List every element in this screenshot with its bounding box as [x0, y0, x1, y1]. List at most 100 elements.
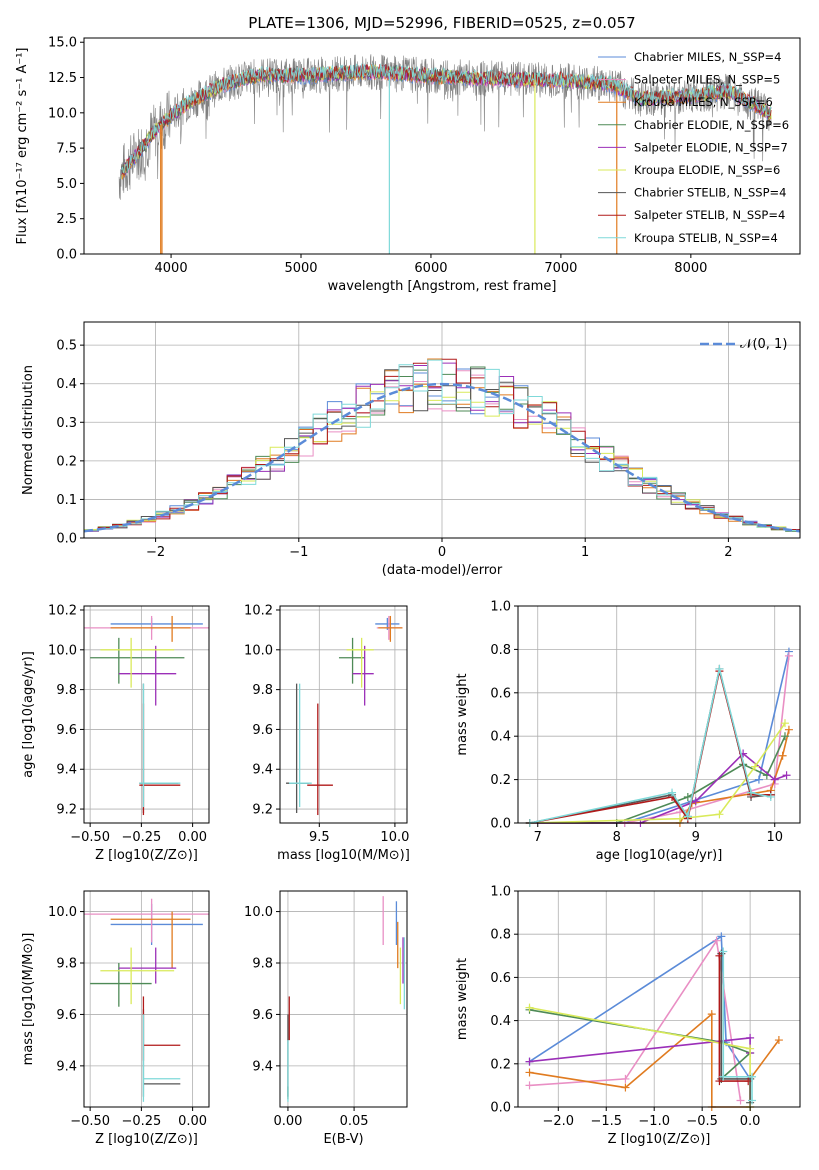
y-tick-label: 0.4 — [490, 1014, 511, 1029]
weight-series-line — [529, 729, 790, 824]
legend-nssp: , N_SSP=7 — [728, 140, 788, 154]
y-tick-label: 5.0 — [56, 177, 77, 192]
weight-marker — [746, 1033, 755, 1042]
x-tick-label: 0 — [438, 545, 446, 560]
legend-nssp: , N_SSP=5 — [720, 73, 780, 87]
errorbar-points — [84, 898, 209, 1102]
spectrum-lines — [118, 54, 772, 254]
x-tick-label: 0.00 — [178, 1114, 207, 1129]
x-tick-label: −1 — [289, 545, 308, 560]
y-tick-label: 0.1 — [56, 493, 77, 508]
weight-marker — [750, 762, 759, 771]
weight-marker — [675, 814, 684, 823]
y-tick-label: 9.6 — [56, 723, 77, 738]
legend-label: Kroupa STELIB — [634, 231, 718, 245]
x-tick-label: −1.5 — [590, 1114, 622, 1129]
x-axis-label: (data-model)/error — [382, 563, 503, 578]
legend-label: Kroupa MILES — [634, 95, 713, 109]
y-axis-label: mass [log10(M/M⊙)] — [21, 933, 36, 1066]
y-tick-label: 0.0 — [56, 532, 77, 547]
chart-title: PLATE=1306, MJD=52996, FIBERID=0525, z=0… — [248, 14, 635, 32]
errorbar-points — [287, 896, 406, 1102]
weight-marker — [712, 936, 721, 945]
weight-lines — [525, 647, 793, 827]
y-tick-label: 9.4 — [252, 763, 273, 778]
weight-lines — [525, 932, 783, 1111]
y-tick-label: 15.0 — [48, 36, 77, 51]
weight-marker — [668, 788, 677, 797]
y-tick-label: 10.0 — [244, 905, 273, 920]
legend-nssp: , N_SSP=6 — [713, 95, 773, 109]
weight-marker — [715, 664, 724, 673]
y-tick-label: 9.4 — [252, 1059, 273, 1074]
y-tick-label: 9.8 — [56, 957, 77, 972]
x-tick-label: 9 — [692, 830, 700, 845]
legend-label: 𝒩(0, 1) — [740, 337, 787, 352]
x-tick-label: 4000 — [155, 261, 188, 276]
legend-nssp: , N_SSP=4 — [725, 208, 785, 222]
y-tick-label: 9.4 — [56, 763, 77, 778]
x-tick-label: −0.25 — [121, 830, 161, 845]
y-tick-label: 10.0 — [48, 106, 77, 121]
y-tick-label: 0.2 — [490, 1057, 511, 1072]
mass-weight-vs-metallicity-plot: −2.0 −1.5 −1.0 −0.5 0.0 0.0 0.2 0.4 0.6 0.8 1.0 Z [… — [455, 885, 801, 1147]
y-tick-label: 10.0 — [48, 905, 77, 920]
weight-series-line — [529, 668, 771, 824]
x-tick-label: 8 — [613, 830, 621, 845]
y-tick-label: 0.0 — [490, 817, 511, 832]
x-tick-label: 9.5 — [309, 830, 330, 845]
y-tick-label: 9.6 — [252, 723, 273, 738]
x-tick-label: 0.00 — [178, 830, 207, 845]
y-tick-label: 2.5 — [56, 212, 77, 227]
weight-marker — [748, 1096, 757, 1105]
x-axis-label: Z [log10(Z/Z⊙)] — [608, 1132, 711, 1147]
x-axis-label: Z [log10(Z/Z⊙)] — [95, 848, 198, 863]
x-tick-label: 10 — [766, 830, 783, 845]
weight-series-line — [722, 951, 753, 1101]
y-axis-label: Normed distribution — [21, 365, 36, 495]
weight-series-line — [529, 668, 771, 824]
histogram-steps — [84, 358, 800, 534]
legend-label: Salpeter MILES — [634, 73, 720, 87]
y-tick-label: 12.5 — [48, 71, 77, 86]
spectrum-plot: 4000 5000 6000 7000 8000 0.0 2.5 5.0 7.5 10.0 12.5… — [15, 14, 801, 294]
plot-frame — [83, 605, 210, 824]
x-tick-label: −0.5 — [686, 1114, 718, 1129]
y-tick-label: 0.3 — [56, 416, 77, 431]
y-tick-label: 0.2 — [490, 773, 511, 788]
x-axis-label: age [log10(age/yr)] — [596, 848, 723, 863]
legend-nssp: , N_SSP=6 — [720, 163, 780, 177]
y-tick-label: 10.0 — [48, 643, 77, 658]
y-tick-label: 9.2 — [56, 803, 77, 818]
y-tick-label: 0.6 — [490, 971, 511, 986]
weight-marker — [736, 1096, 745, 1105]
y-tick-label: 0.6 — [490, 686, 511, 701]
data-spectrum-line — [118, 54, 772, 200]
plot-frame — [83, 890, 210, 1108]
weight-series-line — [529, 670, 771, 824]
age-vs-metallicity-plot: −0.50 −0.25 0.00 9.2 9.4 9.6 9.8 10.0 10.2 Z [log… — [21, 603, 210, 863]
weight-marker — [715, 951, 724, 960]
y-tick-label: 0.0 — [56, 248, 77, 263]
y-axis-label: mass weight — [455, 958, 470, 1040]
x-axis-label: wavelength [Angstrom, rest frame] — [328, 279, 557, 294]
y-tick-label: 0.8 — [490, 643, 511, 658]
y-axis-label: age [log10(age/yr)] — [21, 651, 36, 778]
plot-frame — [279, 605, 408, 824]
x-tick-label: 7000 — [544, 261, 577, 276]
legend-label: Salpeter STELIB — [634, 208, 725, 222]
weight-marker — [621, 1083, 630, 1092]
weight-marker — [691, 797, 700, 806]
errorbar-points — [286, 615, 403, 816]
x-tick-label: −1.0 — [638, 1114, 670, 1129]
weight-marker — [778, 751, 787, 760]
legend-label: Salpeter ELODIE — [634, 140, 728, 154]
y-tick-label: 0.0 — [490, 1101, 511, 1116]
x-tick-label: −2.0 — [542, 1114, 574, 1129]
errorbar-points — [84, 615, 209, 816]
age-vs-mass-plot: 9.5 10.0 9.2 9.4 9.6 9.8 10.0 10.2 mass [log10(M… — [244, 603, 410, 863]
y-tick-label: 9.6 — [252, 1008, 273, 1023]
weight-marker — [770, 775, 779, 784]
weight-marker — [774, 1036, 783, 1045]
